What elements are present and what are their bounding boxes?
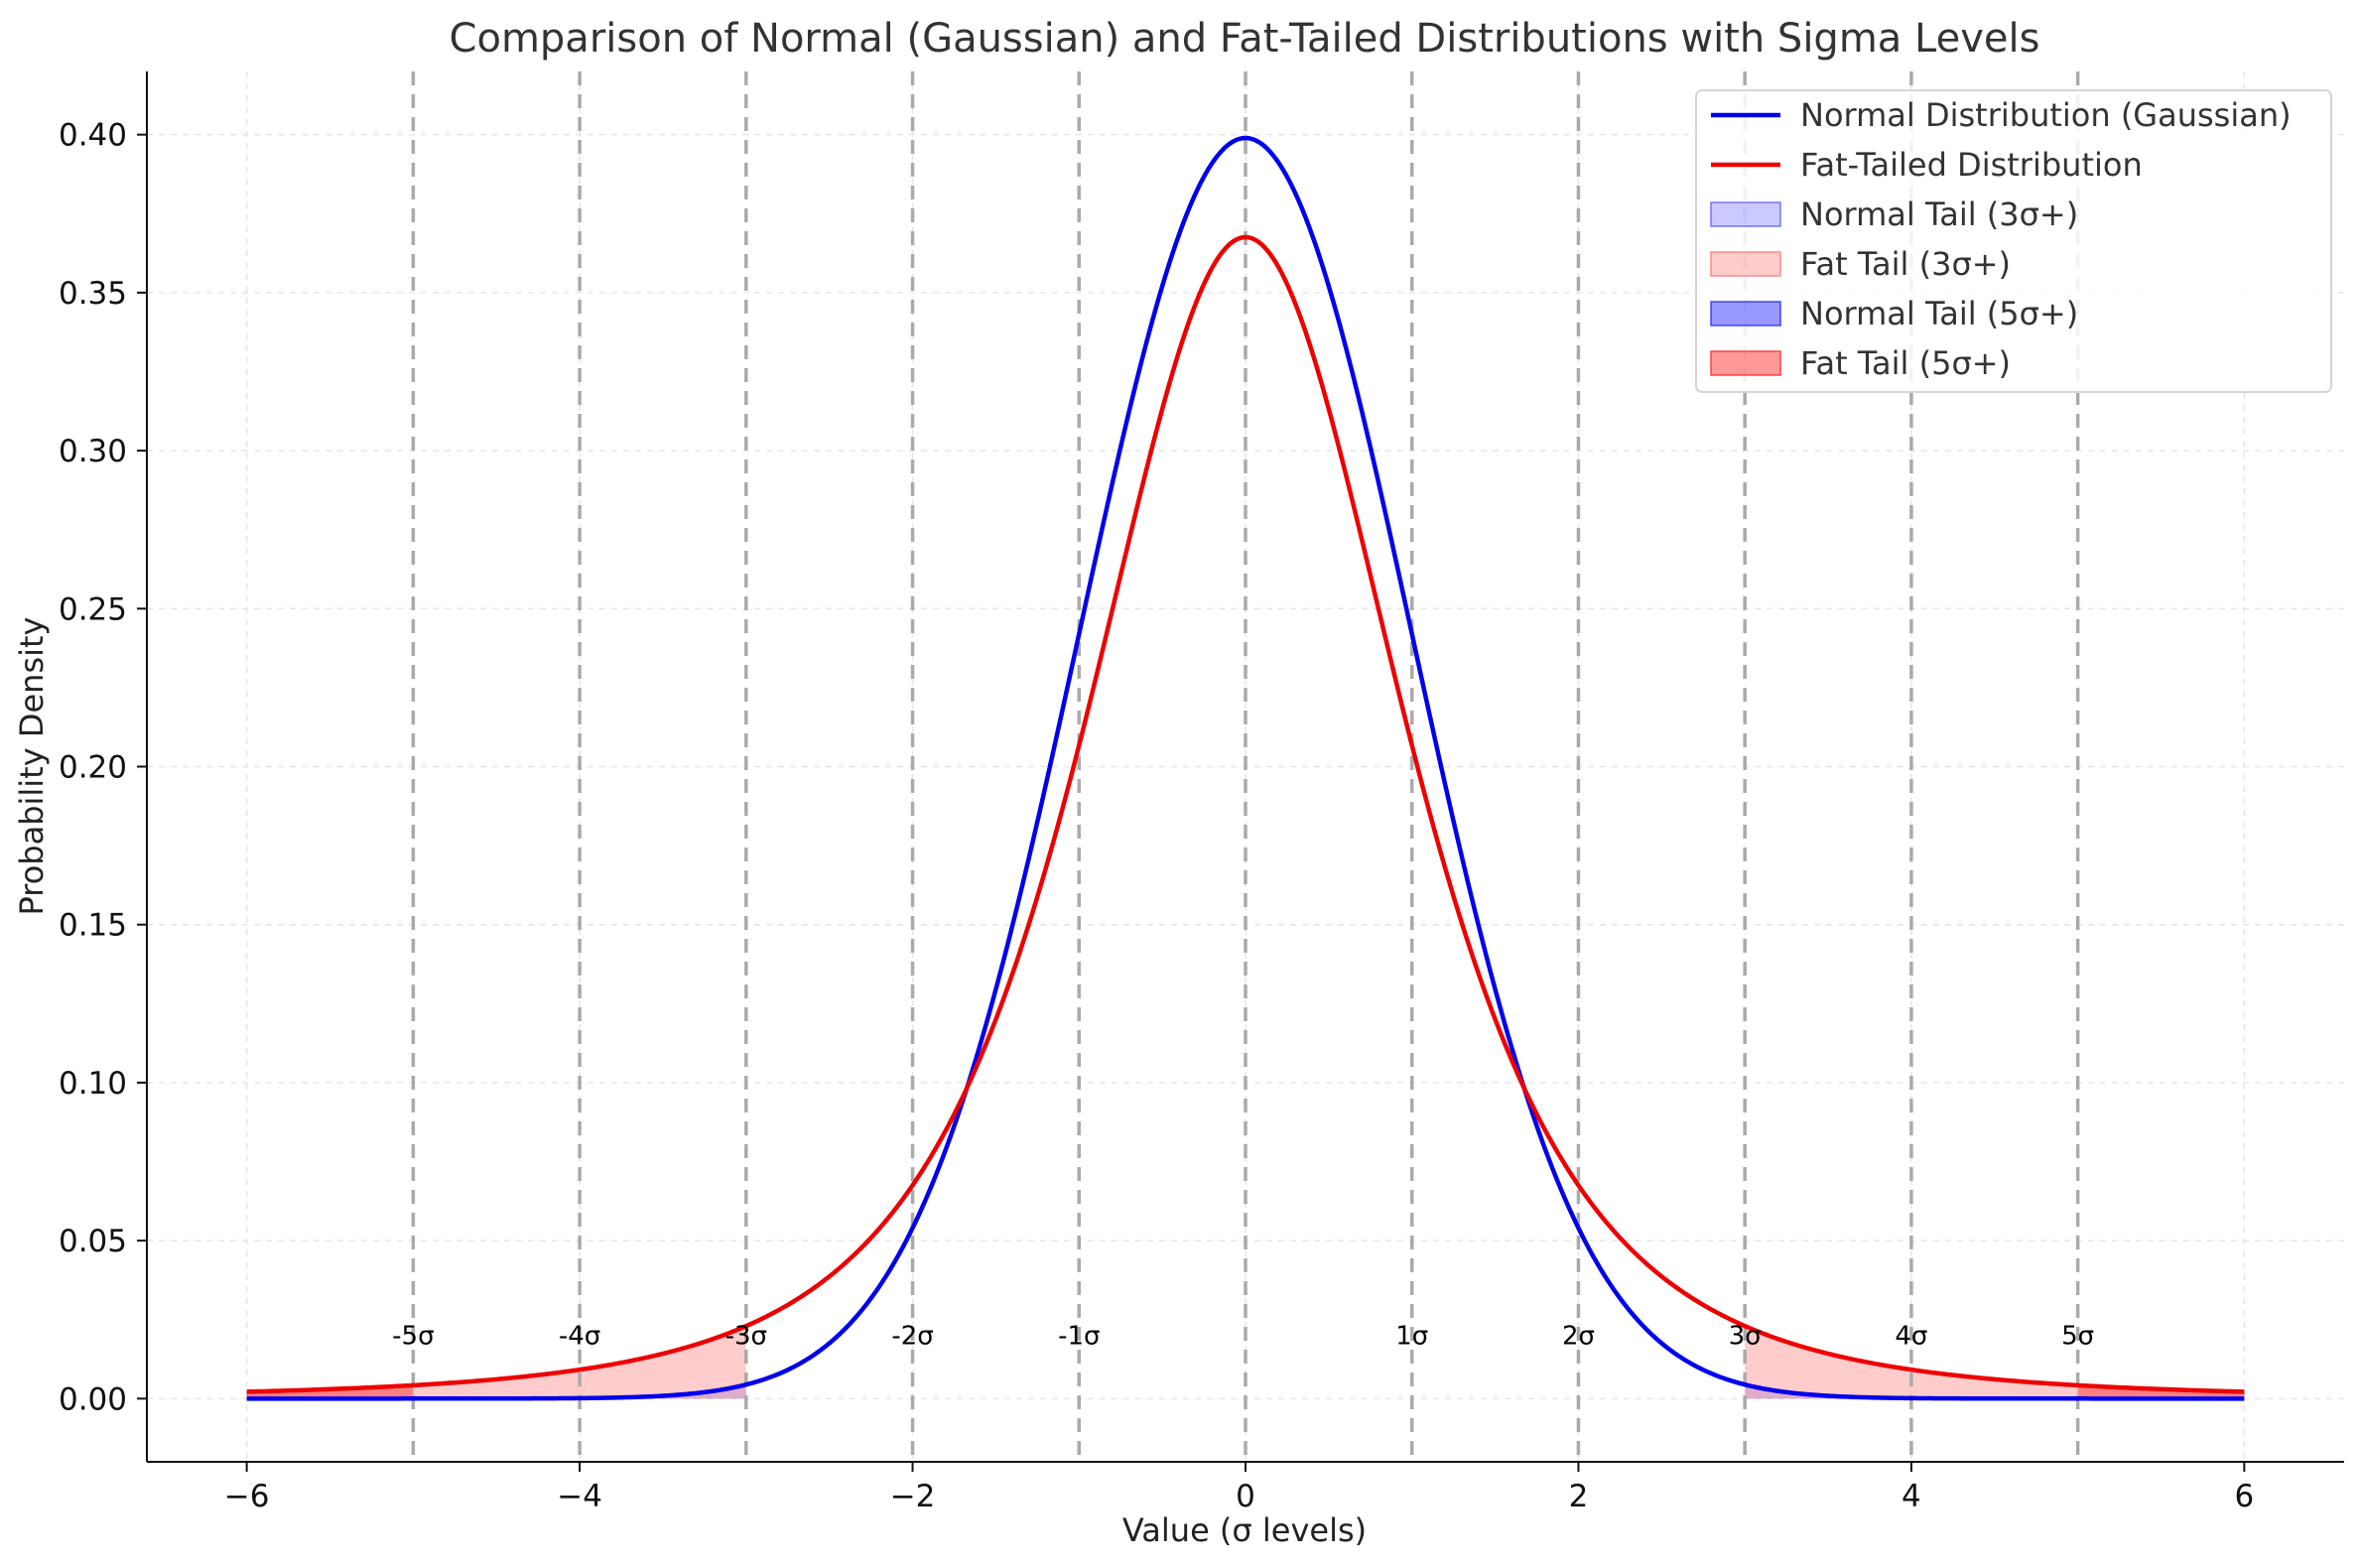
- y-tick-label-8: 0.40: [59, 118, 127, 154]
- x-tick-label-3: 0: [1236, 1479, 1255, 1514]
- series-line-1: [246, 234, 2245, 1394]
- y-tick-label-3: 0.15: [59, 908, 127, 944]
- y-tick-label-0: 0.00: [59, 1381, 127, 1417]
- sigma-label-7: 3σ: [1729, 1322, 1762, 1352]
- legend-swatch-3: [1710, 251, 1781, 277]
- y-tick-label-2: 0.10: [59, 1066, 127, 1102]
- sigma-label-8: 4σ: [1895, 1322, 1927, 1352]
- legend: Normal Distribution (Gaussian) Fat-Tailed…: [1695, 89, 2332, 393]
- sigma-label-9: 5σ: [2061, 1322, 2094, 1352]
- y-tick-label-1: 0.05: [59, 1224, 127, 1259]
- sigma-label-3: -2σ: [891, 1322, 933, 1352]
- sigma-label-1: -4σ: [559, 1322, 600, 1352]
- legend-swatch-2: [1710, 201, 1781, 227]
- y-tick-label-7: 0.35: [59, 276, 127, 312]
- y-tick-label-4: 0.20: [59, 750, 127, 786]
- x-tick-label-1: −4: [557, 1479, 602, 1514]
- legend-label-0: Normal Distribution (Gaussian): [1800, 96, 2292, 134]
- tick-labels: −6 −4 −2 0 2 4 6 0.00 0.05 0.10 0.15 0.20 0.25 0.30 0.…: [59, 118, 2254, 1514]
- y-tick-label-6: 0.30: [59, 434, 127, 469]
- legend-swatch-5: [1710, 350, 1781, 376]
- legend-label-2: Normal Tail (3σ+): [1800, 196, 2078, 233]
- legend-box: [1695, 89, 2332, 393]
- x-tick-label-5: 4: [1902, 1479, 1921, 1514]
- x-tick-label-2: −2: [890, 1479, 936, 1514]
- chart-title: Comparison of Normal (Gaussian) and Fat-…: [450, 16, 2040, 62]
- sigma-labels: -5σ -4σ -3σ -2σ -1σ 1σ 2σ 3σ 4σ 5σ: [392, 1322, 2094, 1352]
- y-axis-label: Probability Density: [13, 617, 51, 916]
- x-tick-label-4: 2: [1569, 1479, 1589, 1514]
- fill-1-range-0: [246, 1326, 746, 1399]
- legend-label-1: Fat-Tailed Distribution: [1800, 146, 2143, 184]
- legend-swatch-4: [1710, 301, 1781, 327]
- x-tick-label-6: 6: [2234, 1479, 2254, 1514]
- x-axis-label: Value (σ levels): [1122, 1511, 1367, 1549]
- sigma-label-6: 2σ: [1562, 1322, 1595, 1352]
- legend-label-5: Fat Tail (5σ+): [1800, 344, 2011, 382]
- fill-1-range-1: [1745, 1326, 2245, 1399]
- legend-label-3: Fat Tail (3σ+): [1800, 245, 2011, 283]
- sigma-label-2: -3σ: [725, 1322, 767, 1352]
- axes: [137, 71, 2344, 1472]
- y-tick-label-5: 0.25: [59, 591, 127, 627]
- series-lines: [246, 135, 2245, 1401]
- series-line-0: [246, 135, 2245, 1401]
- legend-label-4: Normal Tail (5σ+): [1800, 295, 2078, 332]
- sigma-label-5: 1σ: [1395, 1322, 1428, 1352]
- x-tick-label-0: −6: [224, 1479, 270, 1514]
- sigma-label-0: -5σ: [392, 1322, 434, 1352]
- sigma-label-4: -1σ: [1058, 1322, 1100, 1352]
- fill-0-range-1: [1745, 1384, 2245, 1399]
- fill-0-range-0: [246, 1384, 746, 1399]
